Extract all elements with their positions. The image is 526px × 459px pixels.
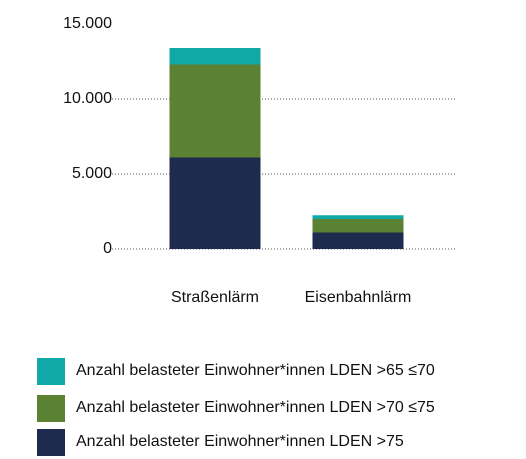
legend-label: Anzahl belasteter Einwohner*innen LDEN >… [76, 362, 435, 379]
bar-segment [312, 232, 404, 249]
bar-segment [169, 48, 261, 65]
bar-segment [169, 157, 261, 249]
legend-label: Anzahl belasteter Einwohner*innen LDEN >… [76, 399, 435, 416]
legend-swatch [37, 358, 65, 385]
legend-swatch [37, 395, 65, 422]
bar-segment [169, 64, 261, 158]
bar-segment [312, 219, 404, 233]
y-tick-label: 5.000 [72, 165, 112, 182]
bar-segment [312, 215, 404, 219]
legend-swatch [37, 429, 65, 456]
y-tick-label: 0 [103, 240, 112, 257]
legend-label: Anzahl belasteter Einwohner*innen LDEN >… [76, 433, 404, 450]
y-tick-label: 15.000 [63, 15, 112, 32]
x-tick-label: Straßenlärm [171, 289, 259, 306]
y-tick-label: 10.000 [63, 90, 112, 107]
x-tick-label: Eisenbahnlärm [305, 289, 412, 306]
